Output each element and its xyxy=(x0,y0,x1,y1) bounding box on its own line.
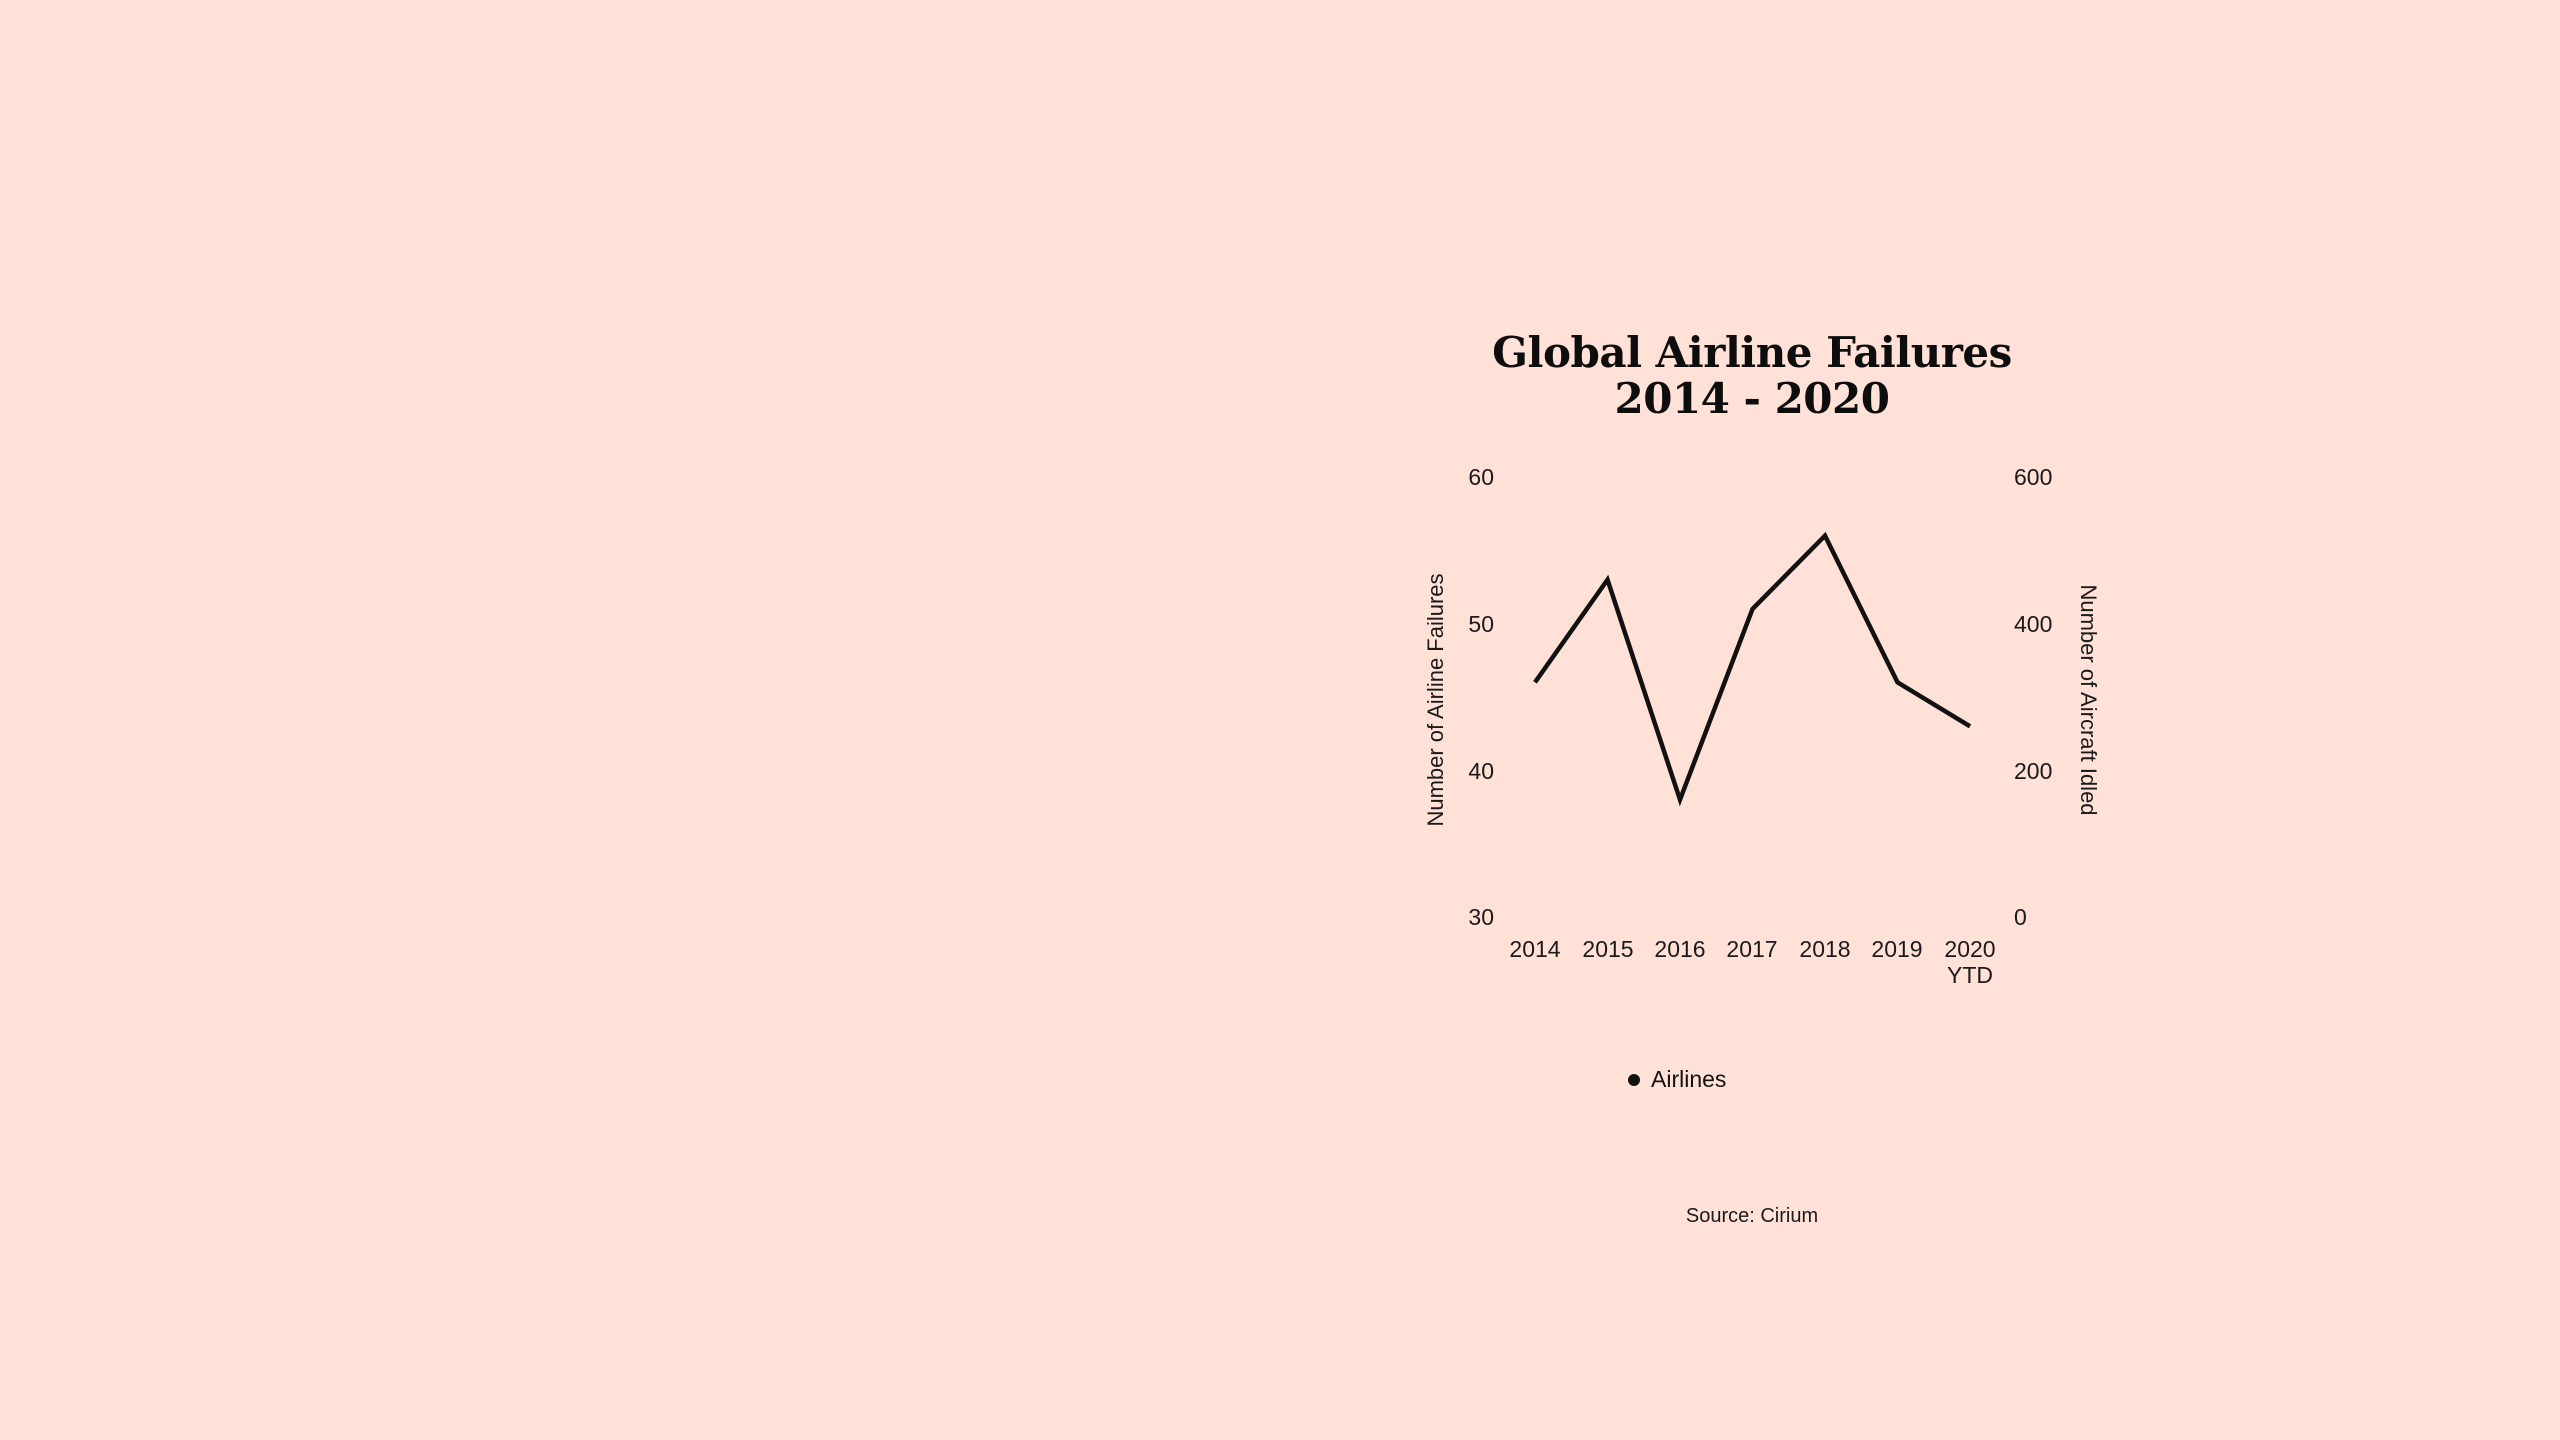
x-axis-tick: 2020 YTD xyxy=(1930,936,2010,988)
right-axis-tick: 400 xyxy=(2014,611,2053,637)
right-axis-tick: 600 xyxy=(2014,464,2053,490)
right-axis-tick: 0 xyxy=(2014,904,2027,930)
x-axis-tick: 2018 xyxy=(1785,936,1865,962)
chart-title-line-2: 2014 - 2020 xyxy=(1614,374,1890,423)
x-tick-label: 2018 xyxy=(1799,936,1851,962)
chart-title-line-1: Global Airline Failures xyxy=(1492,328,2012,377)
x-tick-label: 2015 xyxy=(1582,936,1634,962)
x-tick-sublabel: YTD xyxy=(1947,962,1993,988)
x-tick-label: 2020 xyxy=(1944,936,1996,962)
right-axis-title: Number of Aircraft Idled xyxy=(2076,584,2101,816)
legend: Airlines xyxy=(1628,1066,1726,1093)
left-axis-tick: 60 xyxy=(1468,464,1494,490)
x-axis-tick: 2014 xyxy=(1495,936,1575,962)
left-axis-tick: 40 xyxy=(1468,758,1494,784)
x-axis-tick: 2017 xyxy=(1712,936,1792,962)
legend-label-airlines: Airlines xyxy=(1651,1066,1727,1092)
left-axis-tick: 30 xyxy=(1468,904,1494,930)
chart-title: Global Airline Failures 2014 - 2020 xyxy=(1452,330,2052,422)
left-axis-title: Number of Airline Failures xyxy=(1423,573,1448,827)
x-axis-tick: 2015 xyxy=(1568,936,1648,962)
source-note: Source: Cirium xyxy=(1685,1205,1819,1227)
left-axis-tick: 50 xyxy=(1468,611,1494,637)
right-axis-tick: 200 xyxy=(2014,758,2053,784)
x-tick-label: 2014 xyxy=(1509,936,1561,962)
x-tick-label: 2019 xyxy=(1871,936,1923,962)
x-axis-tick: 2019 xyxy=(1857,936,1937,962)
x-tick-label: 2016 xyxy=(1654,936,1706,962)
legend-dot-icon xyxy=(1628,1073,1640,1086)
airlines-series-line xyxy=(1533,531,1972,807)
x-axis-tick: 2016 xyxy=(1640,936,1720,962)
x-tick-label: 2017 xyxy=(1726,936,1778,962)
